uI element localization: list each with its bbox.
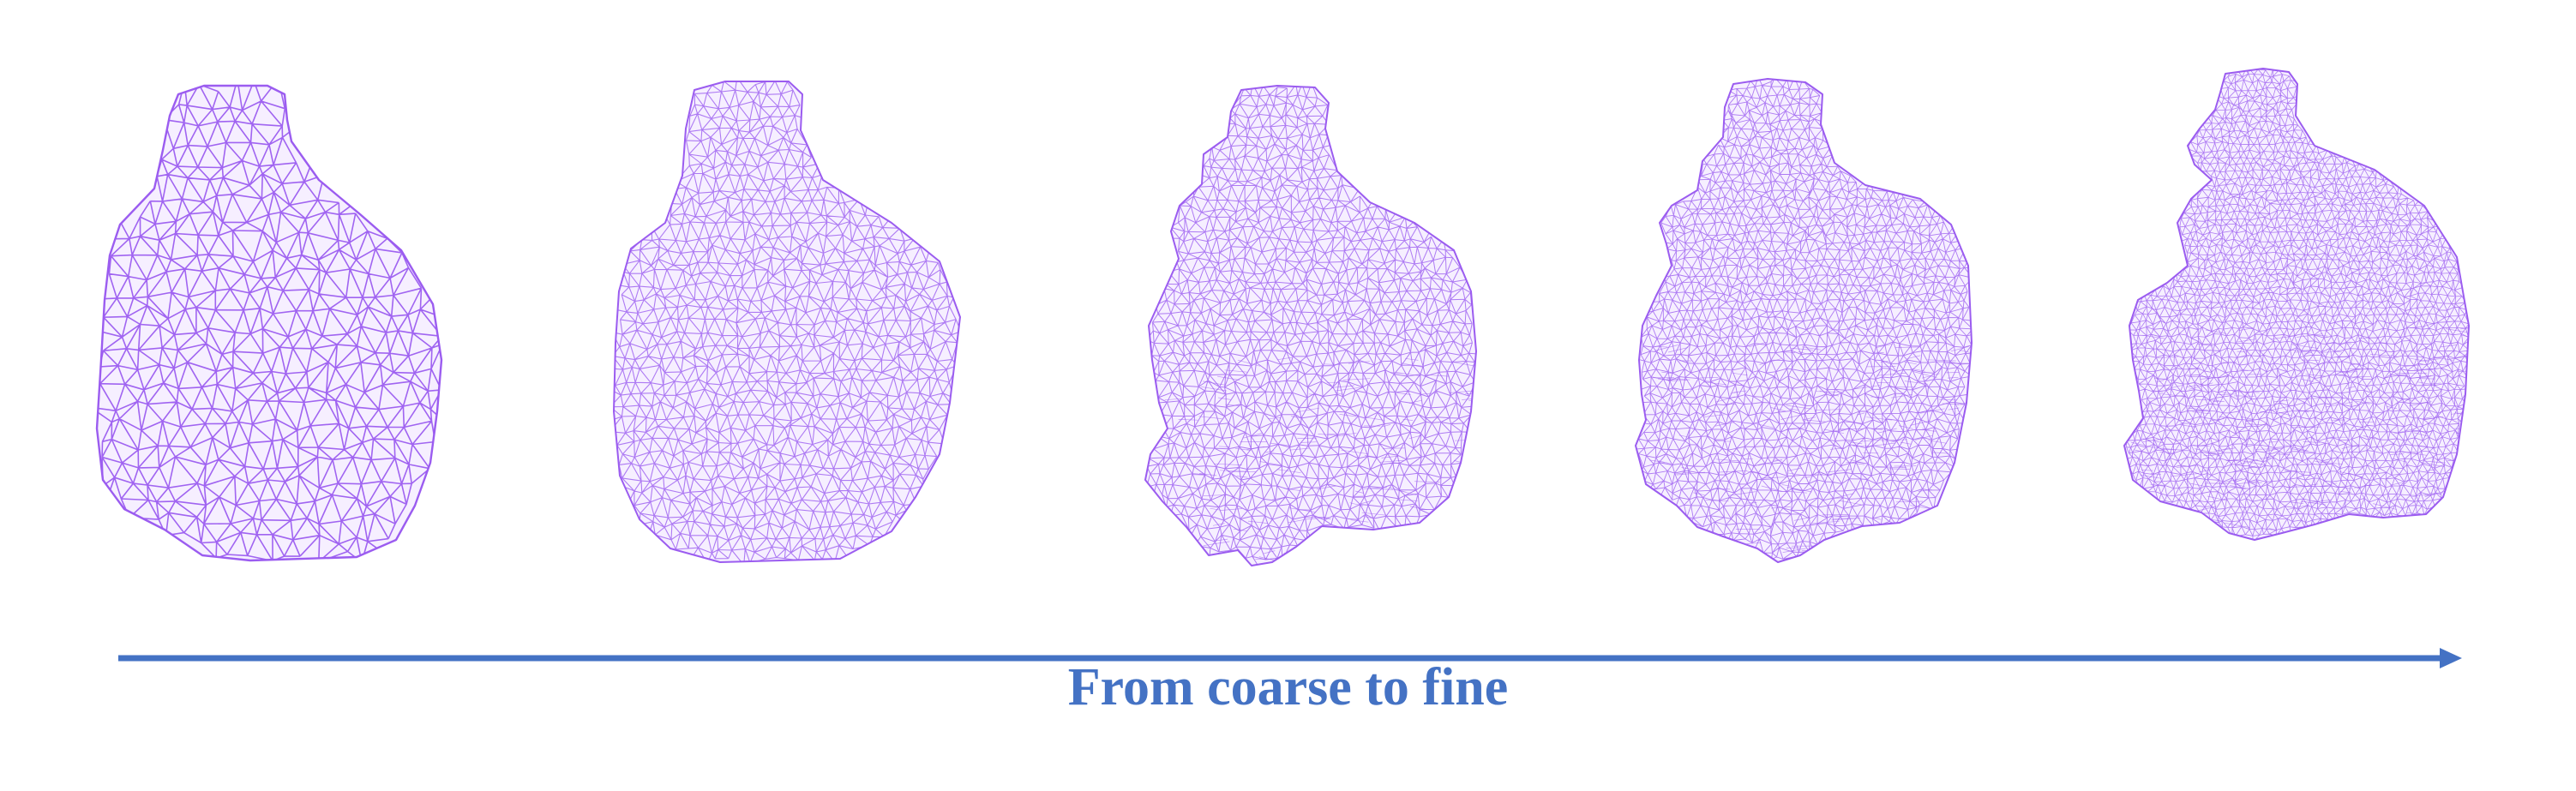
mesh-surface	[614, 81, 960, 562]
mesh-stage-3	[1144, 85, 1477, 566]
mesh-stage-4	[1635, 78, 1973, 563]
mesh-sequence	[95, 68, 2470, 566]
mesh-outline	[1144, 85, 1477, 566]
mesh-fold-shading	[2130, 322, 2469, 537]
mesh-wireframe	[614, 81, 960, 562]
mesh-stage-2	[613, 81, 961, 563]
mesh-fold-shading	[1649, 342, 1972, 553]
mesh-surface	[2124, 69, 2469, 540]
mesh-wireframe	[1146, 86, 1476, 566]
mesh-outline	[95, 84, 443, 562]
mesh-surface	[97, 86, 441, 560]
mesh-outline	[2123, 68, 2470, 541]
progression-arrow	[118, 648, 2462, 668]
mesh-surface	[1145, 86, 1476, 566]
mesh-stage-1	[95, 84, 443, 562]
mesh-outline	[1635, 78, 1973, 563]
arrow-head	[2440, 648, 2462, 668]
mesh-outline	[613, 81, 961, 563]
caption-text: From coarse to fine	[1067, 658, 1509, 716]
mesh-stage-5	[2123, 68, 2470, 541]
